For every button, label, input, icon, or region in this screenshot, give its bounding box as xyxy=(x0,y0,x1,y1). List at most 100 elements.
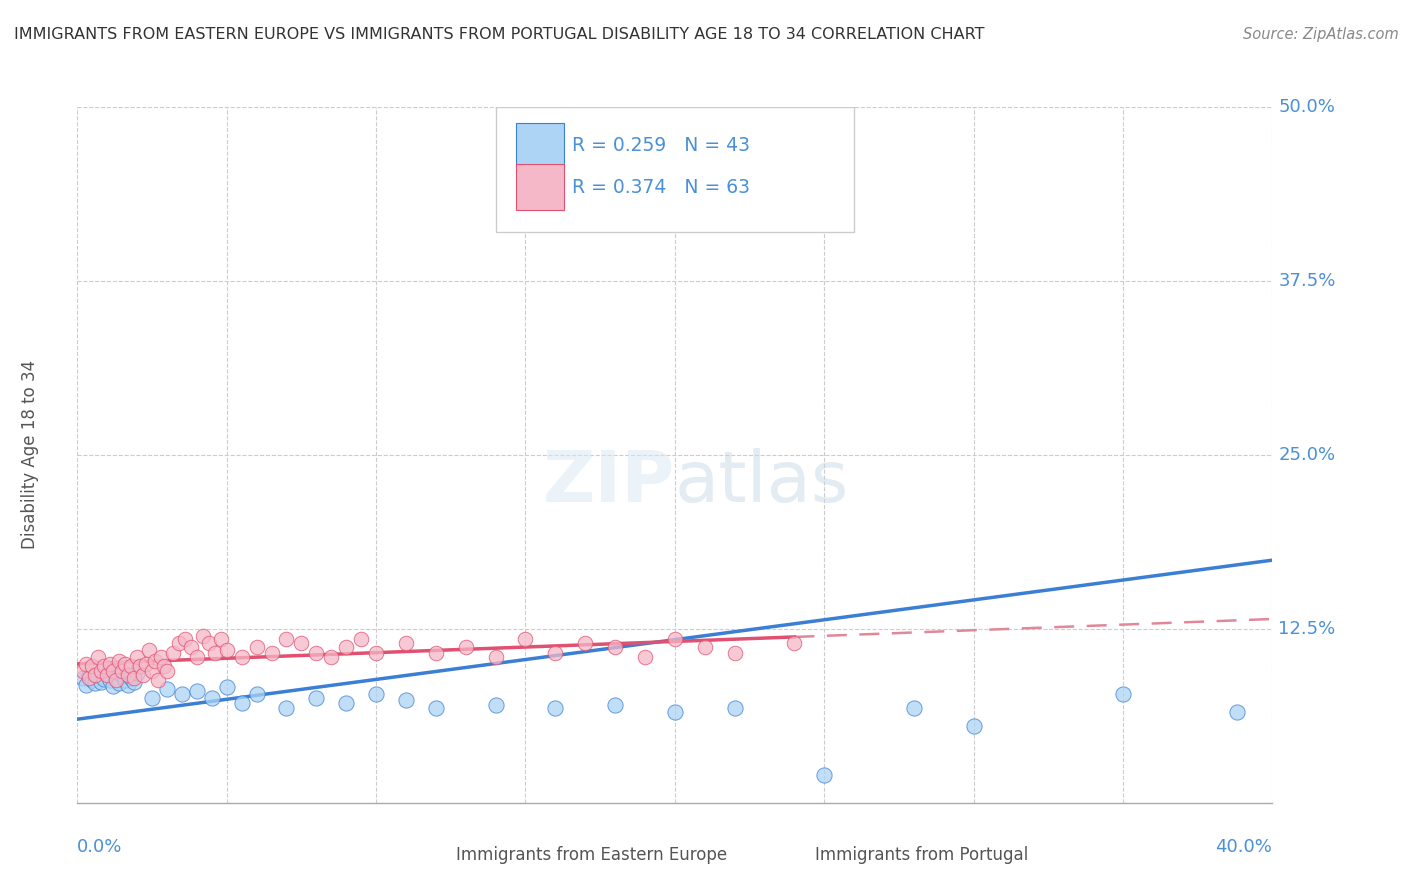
Point xyxy=(903,701,925,715)
Point xyxy=(108,654,131,668)
Point xyxy=(82,659,104,673)
Point xyxy=(215,642,238,657)
Point xyxy=(108,676,131,690)
Text: 40.0%: 40.0% xyxy=(1216,838,1272,855)
Point xyxy=(75,657,97,671)
Point xyxy=(93,672,115,686)
Point xyxy=(1112,687,1135,701)
Text: 12.5%: 12.5% xyxy=(1278,620,1336,638)
Point xyxy=(724,701,747,715)
Point xyxy=(141,691,163,706)
Point xyxy=(260,646,283,660)
Point xyxy=(634,649,657,664)
Text: IMMIGRANTS FROM EASTERN EUROPE VS IMMIGRANTS FROM PORTUGAL DISABILITY AGE 18 TO : IMMIGRANTS FROM EASTERN EUROPE VS IMMIGR… xyxy=(14,27,984,42)
Point xyxy=(180,640,202,654)
Point xyxy=(321,649,343,664)
Point xyxy=(209,632,232,646)
FancyBboxPatch shape xyxy=(766,839,804,871)
Text: 25.0%: 25.0% xyxy=(1278,446,1336,464)
Point xyxy=(120,659,142,673)
Point xyxy=(129,659,152,673)
Point xyxy=(664,706,686,720)
Point xyxy=(201,691,224,706)
FancyBboxPatch shape xyxy=(496,107,855,232)
Point xyxy=(84,676,107,690)
Text: Disability Age 18 to 34: Disability Age 18 to 34 xyxy=(21,360,38,549)
Point xyxy=(783,636,806,650)
Text: Immigrants from Portugal: Immigrants from Portugal xyxy=(814,846,1028,864)
Text: R = 0.374   N = 63: R = 0.374 N = 63 xyxy=(572,178,751,196)
Point xyxy=(132,667,155,681)
Point xyxy=(693,640,716,654)
Point xyxy=(141,664,163,678)
Point xyxy=(724,646,747,660)
Point xyxy=(246,687,269,701)
Point xyxy=(186,684,208,698)
Point xyxy=(111,664,134,678)
Point xyxy=(197,636,219,650)
Point xyxy=(105,673,128,688)
Point xyxy=(87,669,110,683)
Point xyxy=(246,640,269,654)
Point xyxy=(162,646,184,660)
FancyBboxPatch shape xyxy=(516,123,564,168)
Point xyxy=(170,687,193,701)
Point xyxy=(231,649,253,664)
Point xyxy=(813,768,835,782)
Point xyxy=(114,673,136,688)
Point xyxy=(103,679,124,693)
Point xyxy=(276,632,298,646)
Point xyxy=(93,659,115,673)
FancyBboxPatch shape xyxy=(408,839,446,871)
Point xyxy=(425,646,447,660)
Point xyxy=(335,696,357,710)
Text: Immigrants from Eastern Europe: Immigrants from Eastern Europe xyxy=(456,846,727,864)
Text: ZIP: ZIP xyxy=(543,449,675,517)
Point xyxy=(117,667,139,681)
Point xyxy=(204,646,226,660)
Point xyxy=(127,649,149,664)
Point xyxy=(84,667,107,681)
Point xyxy=(574,636,596,650)
Point xyxy=(186,649,208,664)
Point xyxy=(605,640,627,654)
Point xyxy=(454,640,477,654)
Point xyxy=(87,649,110,664)
Point xyxy=(191,629,214,643)
Point xyxy=(79,667,101,681)
Point xyxy=(96,666,118,681)
Point xyxy=(544,646,567,660)
Point xyxy=(79,671,101,685)
Point xyxy=(143,654,166,668)
Point xyxy=(156,664,179,678)
Point xyxy=(75,677,97,691)
Point xyxy=(664,632,686,646)
Point xyxy=(127,666,149,681)
Text: R = 0.259   N = 43: R = 0.259 N = 43 xyxy=(572,136,751,155)
Point xyxy=(122,671,145,685)
Point xyxy=(98,657,121,671)
Text: atlas: atlas xyxy=(675,449,849,517)
Point xyxy=(335,640,357,654)
Point xyxy=(103,664,124,678)
Point xyxy=(963,719,986,733)
Point xyxy=(485,649,508,664)
Point xyxy=(167,636,190,650)
Point xyxy=(114,657,136,671)
Point xyxy=(90,674,112,689)
Point xyxy=(156,681,179,696)
Point xyxy=(122,674,145,689)
Point xyxy=(96,667,118,681)
Point xyxy=(146,673,169,688)
Point xyxy=(117,677,139,691)
Point xyxy=(153,659,176,673)
Point xyxy=(276,701,298,715)
Point xyxy=(120,671,142,685)
Point xyxy=(1226,706,1249,720)
Point xyxy=(305,691,328,706)
Point xyxy=(350,632,373,646)
Text: Source: ZipAtlas.com: Source: ZipAtlas.com xyxy=(1243,27,1399,42)
Point xyxy=(425,701,447,715)
Point xyxy=(290,636,312,650)
Point xyxy=(215,681,238,695)
